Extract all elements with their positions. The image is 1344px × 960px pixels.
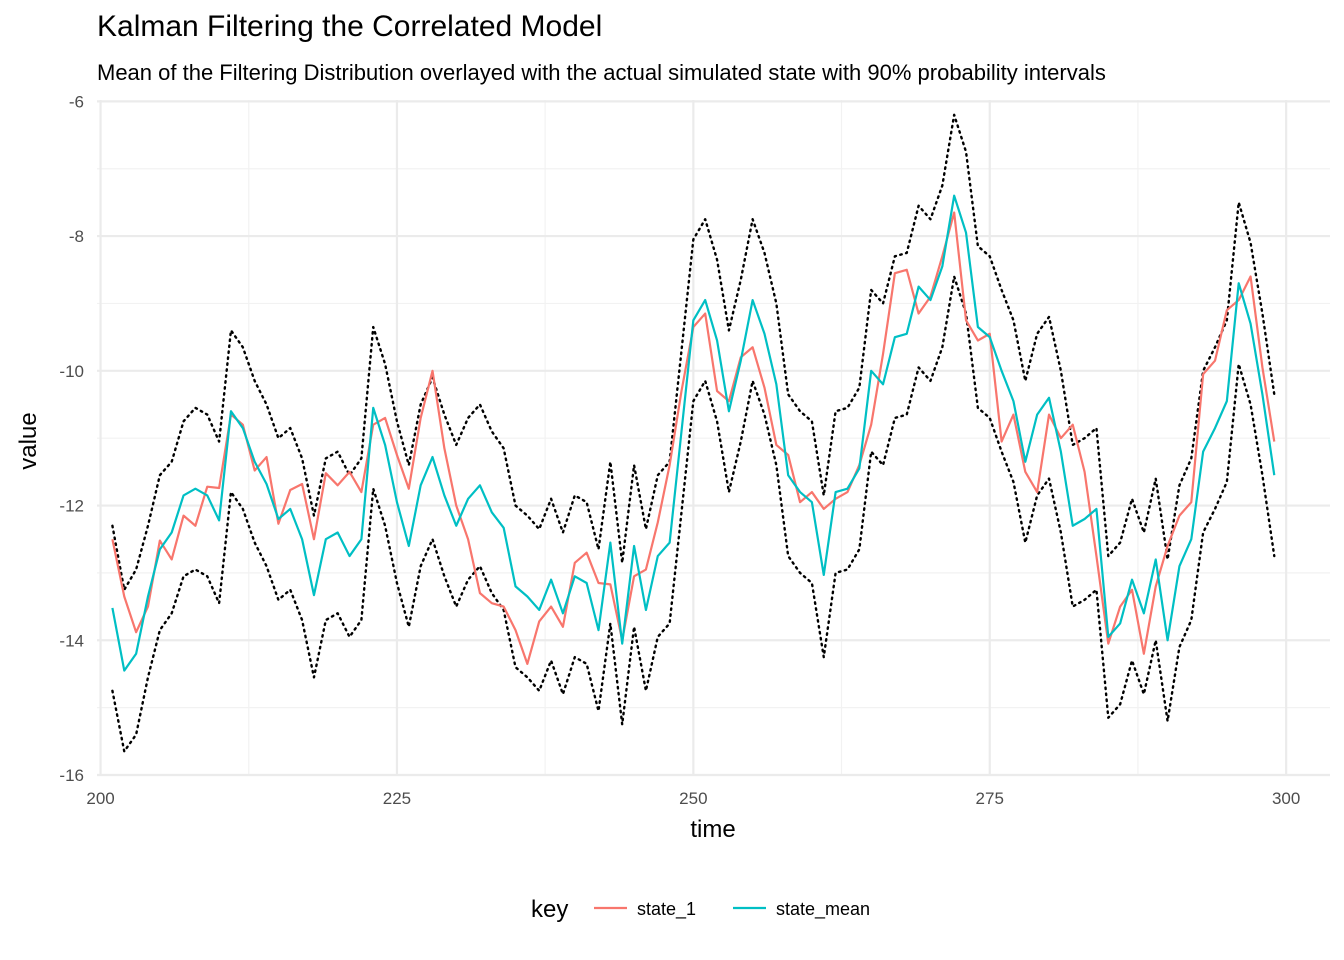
- x-tick-label: 250: [679, 789, 707, 808]
- y-tick-label: -6: [69, 92, 84, 111]
- legend-label-state-1: state_1: [637, 899, 696, 920]
- x-axis-ticks: 200 225 250 275 300: [86, 789, 1300, 808]
- x-tick-label: 300: [1272, 789, 1300, 808]
- legend: key state_1 state_mean: [531, 896, 870, 923]
- x-tick-label: 225: [383, 789, 411, 808]
- y-axis-ticks: -16 -14 -12 -10 -8 -6: [59, 92, 84, 785]
- y-tick-label: -10: [59, 362, 84, 381]
- series-layer: [111, 113, 1276, 753]
- chart-title: Kalman Filtering the Correlated Model: [97, 10, 603, 43]
- lower-interval-line: [111, 275, 1276, 753]
- chart-subtitle: Mean of the Filtering Distribution overl…: [97, 60, 1106, 85]
- legend-title: key: [531, 896, 568, 923]
- y-tick-label: -16: [59, 766, 84, 785]
- x-axis-title: time: [690, 816, 735, 843]
- x-tick-label: 275: [976, 789, 1004, 808]
- minor-gridlines: [97, 100, 1330, 775]
- major-gridlines: [97, 100, 1330, 777]
- state-mean-line: [111, 194, 1276, 672]
- y-tick-label: -8: [69, 227, 84, 246]
- legend-label-state-mean: state_mean: [776, 899, 870, 920]
- y-axis-title: value: [15, 412, 42, 469]
- x-tick-label: 200: [86, 789, 114, 808]
- y-tick-label: -12: [59, 497, 84, 516]
- y-tick-label: -14: [59, 631, 84, 650]
- upper-interval-line: [111, 113, 1276, 591]
